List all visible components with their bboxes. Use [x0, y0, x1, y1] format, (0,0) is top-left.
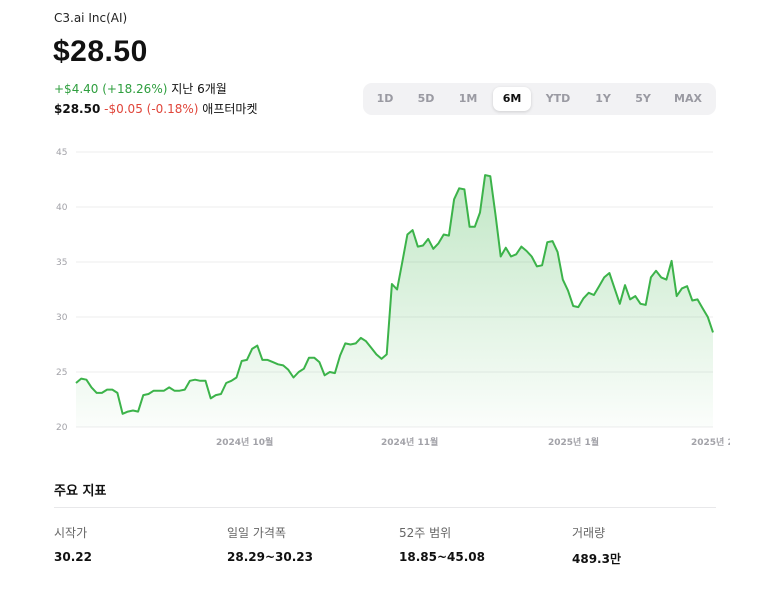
stat-volume-label: 거래량	[572, 526, 606, 540]
range-ytd-button[interactable]: YTD	[545, 92, 571, 105]
stat-52w-range-value: 18.85~45.08	[399, 550, 485, 564]
stat-open-label: 시작가	[54, 526, 88, 540]
range-max-button[interactable]: MAX	[674, 92, 702, 105]
company-name: C3.ai Inc(AI)	[54, 11, 128, 25]
stat-day-range-value: 28.29~30.23	[227, 550, 313, 564]
range-1y-button[interactable]: 1Y	[595, 92, 611, 105]
x-tick-label: 2025년 2월	[691, 436, 730, 448]
stat-day-range: 일일 가격폭 28.29~30.23	[227, 524, 313, 564]
stat-volume-value: 489.3만	[572, 552, 621, 566]
stats-divider	[54, 507, 716, 508]
x-tick-label: 2025년 1월	[548, 436, 599, 448]
price-chart[interactable]: 20 25 30 35 40 45 2024년 10월 2024년 11월 2025년 1월 20…	[50, 140, 730, 460]
price-line	[75, 174, 714, 415]
after-market-row: $28.50 -$0.05 (-0.18%) 애프터마켓	[54, 100, 257, 117]
after-market-change: -$0.05 (-0.18%)	[104, 102, 199, 116]
current-price: $28.50	[53, 35, 148, 68]
range-selector: 1D 5D 1M 6M YTD 1Y 5Y MAX	[363, 83, 716, 115]
y-tick-label: 25	[56, 368, 67, 378]
stat-volume: 거래량 489.3만	[572, 524, 621, 567]
stat-52w-range-label: 52주 범위	[399, 526, 452, 540]
period-change: +$4.40 (+18.26%)	[54, 82, 168, 96]
range-1m-button[interactable]: 1M	[458, 92, 478, 105]
range-1d-button[interactable]: 1D	[376, 92, 394, 105]
after-market-label: 애프터마켓	[202, 102, 258, 116]
y-tick-label: 20	[56, 423, 68, 433]
stat-52w-range: 52주 범위 18.85~45.08	[399, 524, 485, 564]
range-5d-button[interactable]: 5D	[417, 92, 435, 105]
after-market-price: $28.50	[54, 102, 101, 116]
x-tick-label: 2024년 10월	[216, 436, 273, 448]
x-tick-label: 2024년 11월	[381, 436, 438, 448]
stat-open-value: 30.22	[54, 550, 92, 564]
y-tick-label: 40	[56, 203, 68, 213]
range-5y-button[interactable]: 5Y	[635, 92, 651, 105]
stat-day-range-label: 일일 가격폭	[227, 526, 287, 540]
key-stats-title: 주요 지표	[54, 484, 107, 499]
y-tick-label: 30	[56, 313, 68, 323]
y-tick-label: 45	[56, 148, 67, 158]
y-tick-label: 35	[56, 258, 67, 268]
range-6m-button[interactable]: 6M	[493, 87, 531, 111]
price-area	[76, 175, 713, 427]
stat-open: 시작가 30.22	[54, 524, 92, 564]
period-label: 지난 6개월	[171, 82, 227, 96]
period-change-row: +$4.40 (+18.26%) 지난 6개월	[54, 80, 227, 97]
